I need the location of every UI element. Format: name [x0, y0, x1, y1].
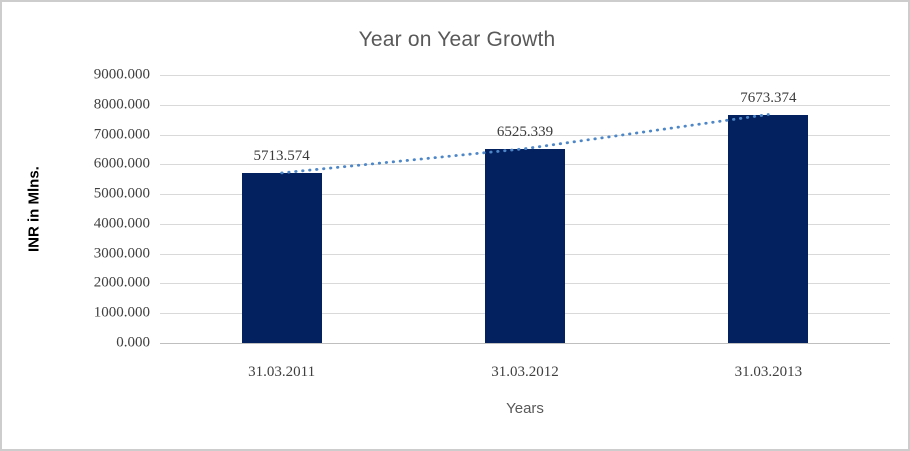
x-axis-line: [160, 343, 890, 344]
y-tick-label: 0.000: [116, 334, 150, 351]
data-label: 5713.574: [253, 147, 310, 164]
gridline: [160, 75, 890, 76]
y-tick-label: 5000.000: [93, 185, 150, 202]
gridline: [160, 104, 890, 106]
y-tick-label: 7000.000: [93, 126, 150, 143]
x-tick-label: 31.03.2012: [491, 364, 559, 380]
y-tick-label: 4000.000: [93, 215, 150, 232]
x-tick-label: 31.03.2011: [248, 364, 316, 380]
bar-31.03.2012[interactable]: [485, 148, 565, 343]
x-axis-title: Years: [506, 400, 544, 417]
y-tick-label: 2000.000: [93, 274, 150, 291]
y-axis-title: INR in Mlns.: [25, 166, 43, 252]
x-tick-label: 31.03.2013: [734, 364, 803, 380]
y-tick-label: 6000.000: [93, 155, 150, 172]
bar-31.03.2011[interactable]: [241, 172, 322, 343]
y-tick-label: 1000.000: [93, 304, 150, 321]
y-tick-label: 8000.000: [93, 96, 150, 113]
y-tick-label: 9000.000: [93, 66, 150, 83]
bar-31.03.2013[interactable]: [728, 114, 809, 343]
data-label: 6525.339: [496, 123, 554, 140]
chart-title: Year on Year Growth: [358, 28, 556, 51]
data-label: 7673.374: [740, 89, 797, 106]
y-tick-label: 3000.000: [93, 245, 150, 262]
